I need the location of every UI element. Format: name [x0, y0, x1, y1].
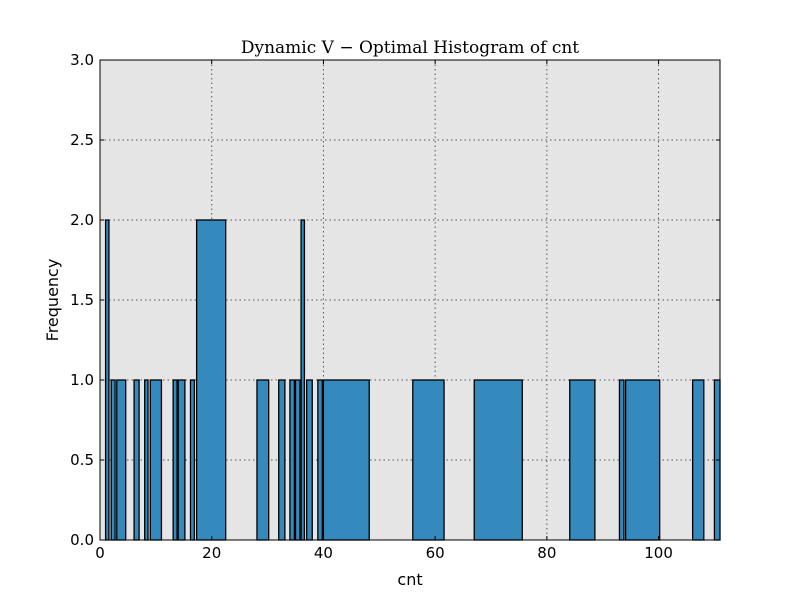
y-tick-label: 2.0: [70, 211, 94, 229]
histogram-bar: [624, 379, 661, 541]
bars: [104, 219, 721, 541]
y-axis-label: Frequency: [43, 259, 62, 342]
histogram-bar: [116, 379, 127, 541]
histogram-bar: [172, 379, 178, 541]
histogram-bar: [300, 219, 306, 541]
y-tick-label: 0.5: [70, 451, 94, 469]
histogram-bar: [149, 379, 163, 541]
y-tick-label: 3.0: [70, 51, 94, 69]
x-axis-label: cnt: [397, 570, 422, 589]
chart-title: Dynamic V − Optimal Histogram of cnt: [241, 38, 579, 58]
histogram-bar: [306, 379, 313, 541]
y-tick-label: 1.5: [70, 291, 94, 309]
histogram-bar: [144, 379, 149, 541]
histogram-bar: [256, 379, 270, 541]
histogram-bar: [104, 219, 110, 541]
x-tick-label: 60: [426, 544, 445, 562]
y-tick-label: 0.0: [70, 531, 94, 549]
histogram-bar: [133, 379, 140, 541]
histogram-bar: [473, 379, 523, 541]
histogram-bar: [110, 379, 116, 541]
x-tick-label: 80: [537, 544, 556, 562]
histogram-bar: [294, 379, 301, 541]
ticks: 0 20 40 60 80 100 0.0 0.5 1.0 1.5 2.0 2.5 3.0: [70, 51, 720, 562]
histogram-bar: [618, 379, 625, 541]
x-tick-label: 0: [95, 544, 105, 562]
y-tick-label: 2.5: [70, 131, 94, 149]
histogram-bar: [177, 379, 186, 541]
histogram-bar: [322, 379, 370, 541]
y-tick-label: 1.0: [70, 371, 94, 389]
x-tick-label: 20: [202, 544, 221, 562]
histogram-bar: [195, 219, 227, 541]
histogram-bar: [278, 379, 286, 541]
x-tick-label: 100: [644, 544, 673, 562]
histogram-bar: [569, 379, 596, 541]
x-tick-label: 40: [314, 544, 333, 562]
histogram-bar: [412, 379, 445, 541]
histogram-bar: [289, 379, 296, 541]
histogram-bar: [691, 379, 705, 541]
histogram-bar: [189, 379, 196, 541]
histogram-bar: [317, 379, 323, 541]
